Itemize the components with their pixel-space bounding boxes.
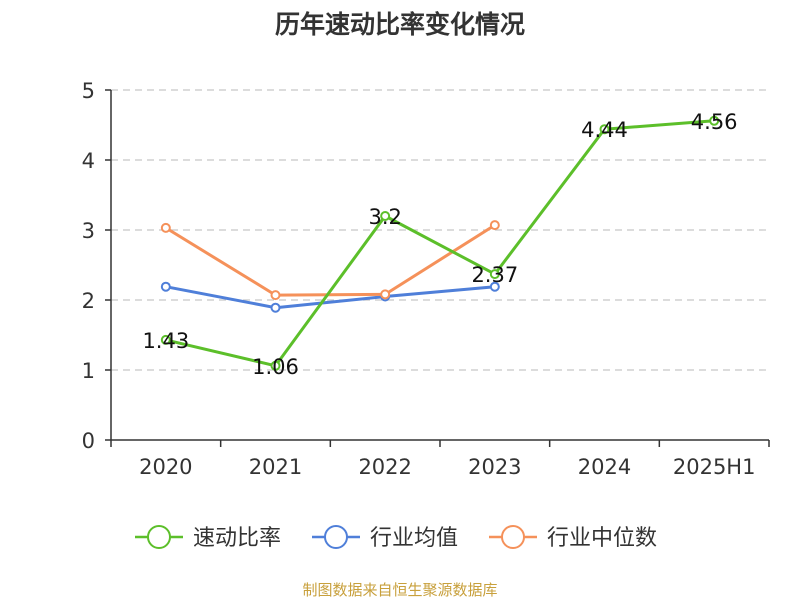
- source-note: 制图数据来自恒生聚源数据库: [302, 581, 497, 599]
- x-tick-label: 2022: [358, 455, 411, 479]
- data-point-0: [709, 115, 720, 126]
- data-point-0: [380, 211, 391, 221]
- data-label: 4.56: [691, 110, 738, 134]
- series-group: [160, 115, 720, 371]
- data-point-2: [380, 289, 391, 300]
- y-tick-label: 0: [82, 429, 95, 453]
- data-labels: 1.43 1.06 3.2 2.37 4.44 4.56: [142, 110, 737, 379]
- x-tick-label: 2020: [139, 455, 192, 479]
- y-tick-label: 2: [82, 289, 95, 313]
- grid-lines: [111, 89, 769, 371]
- data-label: 2.37: [471, 263, 518, 287]
- data-point-0: [489, 269, 500, 280]
- series-line-1: [165, 285, 495, 310]
- x-tick-label: 2025H1: [673, 455, 756, 479]
- data-point-0: [599, 124, 610, 135]
- data-point-0: [160, 334, 171, 345]
- data-point-1: [270, 302, 281, 313]
- legend-label: 速动比率: [193, 526, 281, 551]
- data-point-2: [270, 290, 281, 301]
- data-point-1: [489, 281, 500, 292]
- data-label: 3.2: [368, 205, 401, 229]
- data-point-2: [160, 222, 171, 233]
- data-point-0: [270, 360, 281, 371]
- axes: 0 1 2 3 4 5 2020 2021 2022 2023 2024 2025H1: [82, 79, 770, 479]
- data-point-1: [160, 281, 171, 292]
- legend-label: 行业均值: [370, 526, 458, 551]
- series-line-0: [165, 119, 715, 368]
- legend-marker: [324, 525, 348, 549]
- data-label: 4.44: [581, 118, 628, 142]
- y-tick-label: 5: [82, 79, 95, 103]
- x-tick-label: 2024: [578, 455, 631, 479]
- y-tick-label: 4: [82, 149, 95, 173]
- x-tick-label: 2023: [468, 455, 521, 479]
- chart-title: 历年速动比率变化情况: [275, 10, 525, 39]
- legend-marker: [501, 525, 525, 549]
- legend-label: 行业中位数: [547, 526, 657, 551]
- legend-marker: [147, 525, 171, 549]
- data-point-2: [489, 220, 500, 231]
- data-label: 1.43: [142, 329, 189, 353]
- y-tick-label: 1: [82, 359, 95, 383]
- x-tick-label: 2021: [249, 455, 302, 479]
- data-label: 1.06: [252, 355, 299, 379]
- legend: 速动比率 行业均值 行业中位数: [135, 525, 657, 551]
- y-tick-label: 3: [82, 219, 95, 243]
- series-line-2: [165, 223, 496, 297]
